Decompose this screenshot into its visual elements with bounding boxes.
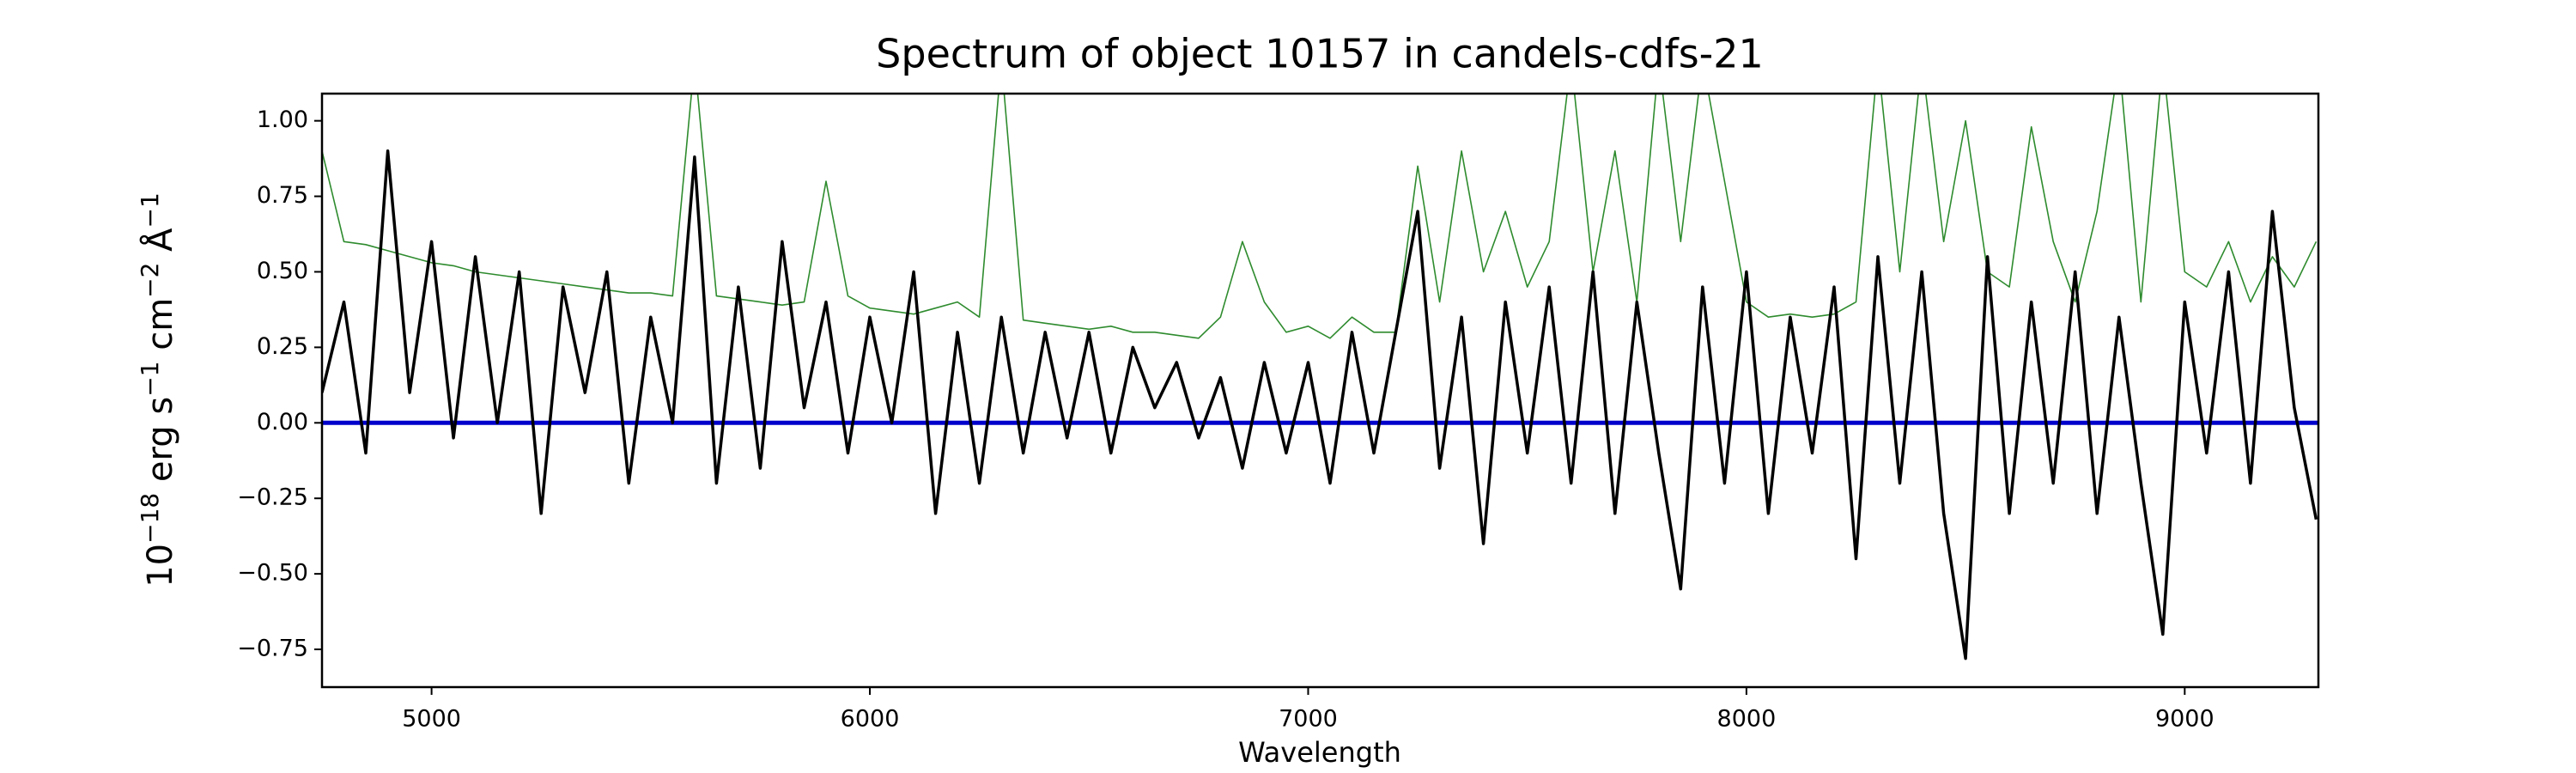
y-label-sup: −1 bbox=[136, 192, 164, 228]
y-tick-label: −0.25 bbox=[237, 484, 308, 511]
y-label-text: cm bbox=[141, 298, 180, 362]
y-label-text: Å bbox=[139, 228, 180, 263]
y-label-sup: −1 bbox=[136, 362, 164, 397]
y-tick-label: −0.50 bbox=[237, 560, 308, 587]
y-tick-label: 0.25 bbox=[257, 333, 308, 360]
chart-title: Spectrum of object 10157 in candels-cdfs… bbox=[876, 31, 1764, 77]
y-label-sup: −18 bbox=[136, 493, 164, 544]
x-tick-label: 6000 bbox=[841, 706, 900, 733]
y-label-text: 10 bbox=[141, 544, 180, 587]
y-label-sup: −2 bbox=[136, 263, 164, 298]
y-axis-label: 10−18 erg s−1 cm−2 Å−1 bbox=[136, 192, 180, 587]
x-tick-label: 5000 bbox=[402, 706, 461, 733]
y-tick-label: 0.75 bbox=[257, 182, 308, 209]
x-tick-label: 9000 bbox=[2155, 706, 2215, 733]
axes-frame bbox=[320, 92, 2320, 689]
y-label-text: erg s bbox=[141, 397, 180, 493]
plot-area bbox=[322, 94, 2318, 660]
y-tick-label: 1.00 bbox=[257, 107, 308, 133]
y-tick-label: 0.50 bbox=[257, 258, 308, 284]
y-tick-label: −0.75 bbox=[237, 636, 308, 662]
x-axis-label: Wavelength bbox=[1238, 736, 1401, 769]
x-tick-label: 8000 bbox=[1717, 706, 1777, 733]
y-tick-label: 0.00 bbox=[257, 409, 308, 435]
spectrum-line bbox=[322, 94, 2318, 339]
spectrum-line bbox=[322, 149, 2318, 660]
x-tick-label: 7000 bbox=[1279, 706, 1338, 733]
